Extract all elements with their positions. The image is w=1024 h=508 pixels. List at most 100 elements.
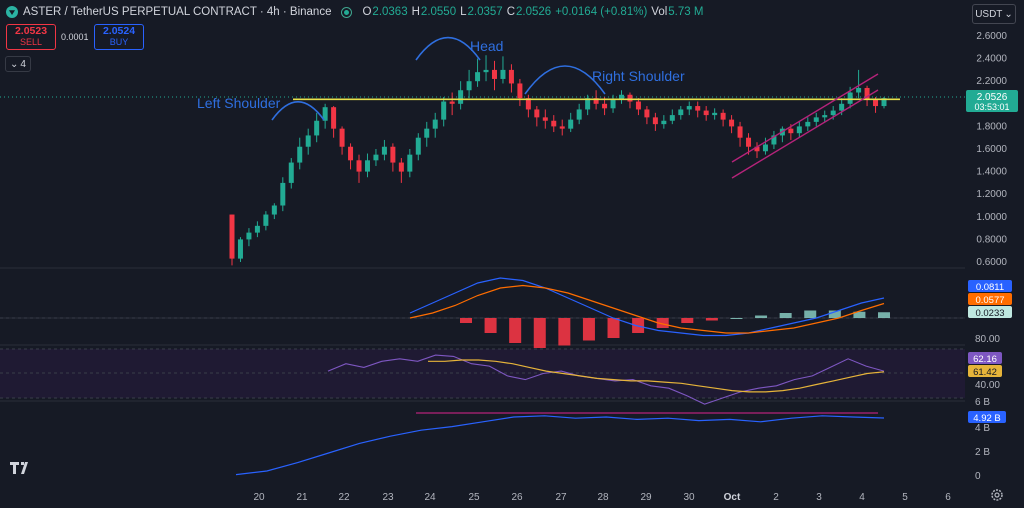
candle-body xyxy=(542,117,548,121)
price-tick-label: 0.6000 xyxy=(976,257,1007,268)
candle-body xyxy=(729,119,735,127)
indicators-toggle[interactable]: ⌄ 4 xyxy=(5,56,31,72)
candle-body xyxy=(237,239,243,259)
price-tick-label: 2.6000 xyxy=(976,31,1007,42)
candle-body xyxy=(280,182,286,206)
signal-line xyxy=(409,284,885,334)
symbol-title[interactable]: ASTER / TetherUS PERPETUAL CONTRACT · 4h… xyxy=(23,6,332,18)
candle-body xyxy=(534,109,540,118)
currency-value: USDT xyxy=(975,8,1003,20)
candle-body xyxy=(669,115,675,121)
rsi-ma-line xyxy=(428,359,885,393)
macd-value-label: 0.0811 xyxy=(976,282,1004,293)
volume-value-label: 4.92 B xyxy=(973,413,1000,424)
sell-button[interactable]: 2.0523 SELL xyxy=(6,24,56,50)
candle-body xyxy=(652,117,658,125)
candle-body xyxy=(449,101,455,104)
candle-body xyxy=(517,83,523,99)
macd-histogram-bar xyxy=(853,311,866,318)
candle-body xyxy=(703,110,709,116)
x-axis-tick-label: 4 xyxy=(859,492,865,503)
rsi-ma-value-label: 61.42 xyxy=(973,367,997,378)
candle-body xyxy=(602,103,608,109)
x-axis-tick-label: 25 xyxy=(468,492,480,503)
macd-histogram-bar xyxy=(509,318,522,343)
candle-body xyxy=(568,119,574,129)
candle-body xyxy=(398,162,404,172)
candle-body xyxy=(686,106,692,110)
macd-histogram-bar xyxy=(705,318,718,321)
sell-label: SELL xyxy=(19,37,43,47)
x-axis-tick-label: 20 xyxy=(253,492,265,503)
candle-body xyxy=(491,69,497,79)
price-tick-label: 1.4000 xyxy=(976,167,1007,178)
left-shoulder-arc xyxy=(271,101,325,121)
candle-body xyxy=(822,115,828,118)
candle-body xyxy=(746,137,752,147)
candle-body xyxy=(314,120,320,136)
chevron-down-icon: ⌄ xyxy=(1004,8,1013,20)
symbol-header: ASTER / TetherUS PERPETUAL CONTRACT · 4h… xyxy=(6,4,703,20)
macd-value-label: 0.0577 xyxy=(975,295,1004,306)
currency-select[interactable]: USDT ⌄ xyxy=(972,4,1016,24)
tradingview-logo-icon[interactable] xyxy=(10,462,32,474)
volume-tick-label: 2 B xyxy=(975,447,990,458)
spread-value: 0.0001 xyxy=(61,32,89,42)
candle-body xyxy=(805,121,811,127)
x-axis-tick-label: 24 xyxy=(424,492,436,503)
current-price-tag: 2.0526 xyxy=(977,92,1008,103)
macd-histogram-bar xyxy=(582,318,595,341)
high-label: H xyxy=(411,6,420,18)
x-axis-tick-label: 2 xyxy=(773,492,779,503)
candle-body xyxy=(229,214,235,259)
candle-body xyxy=(635,101,641,110)
candle-body xyxy=(678,109,684,116)
candle-body xyxy=(720,112,726,120)
rsi-value-label: 62.16 xyxy=(973,354,997,365)
candle-body xyxy=(483,69,489,73)
candle-body xyxy=(712,112,718,116)
price-tick-label: 1.0000 xyxy=(976,212,1007,223)
candle-body xyxy=(322,107,328,121)
candle-body xyxy=(407,154,413,172)
rsi-tick-label: 40.00 xyxy=(975,380,1000,391)
candle-body xyxy=(864,87,870,100)
head-label: Head xyxy=(470,38,503,54)
x-axis-tick-label: 26 xyxy=(511,492,523,503)
volume-value-tag xyxy=(968,411,1006,423)
price-tick-label: 2.2000 xyxy=(976,76,1007,87)
candle-body xyxy=(839,103,845,111)
buy-price: 2.0524 xyxy=(102,25,136,37)
x-axis-tick-label: 23 xyxy=(382,492,394,503)
aster-logo-icon xyxy=(6,6,18,18)
left-shoulder-label: Left Shoulder xyxy=(197,95,281,111)
x-axis-tick-label: 27 xyxy=(555,492,567,503)
candle-body xyxy=(881,98,887,107)
candle-body xyxy=(559,126,565,129)
candle-body xyxy=(390,146,396,163)
x-axis-tick-label: 28 xyxy=(597,492,609,503)
macd-histogram-bar xyxy=(755,315,768,318)
open-label: O xyxy=(362,6,372,18)
indicator-count: 4 xyxy=(20,58,26,70)
macd-histogram-bar xyxy=(878,312,890,318)
macd-histogram-bar xyxy=(533,318,546,348)
rsi-tick-label: 80.00 xyxy=(975,334,1000,345)
candle-body xyxy=(475,72,481,82)
right-shoulder-label: Right Shoulder xyxy=(592,68,685,84)
macd-value-tag xyxy=(968,293,1012,305)
buy-button[interactable]: 2.0524 BUY xyxy=(94,24,144,50)
candle-body xyxy=(737,126,743,138)
candle-body xyxy=(627,94,633,102)
macd-histogram-bar xyxy=(828,310,841,318)
head-arc xyxy=(415,36,481,61)
macd-line xyxy=(409,277,885,337)
settings-gear-icon[interactable] xyxy=(990,488,1004,502)
macd-histogram-bar xyxy=(656,318,669,328)
macd-value-tag xyxy=(968,306,1012,318)
right-shoulder-arc xyxy=(524,65,606,95)
price-tag xyxy=(966,90,1018,112)
x-axis-tick-label: 5 xyxy=(902,492,908,503)
candle-body xyxy=(271,205,277,215)
